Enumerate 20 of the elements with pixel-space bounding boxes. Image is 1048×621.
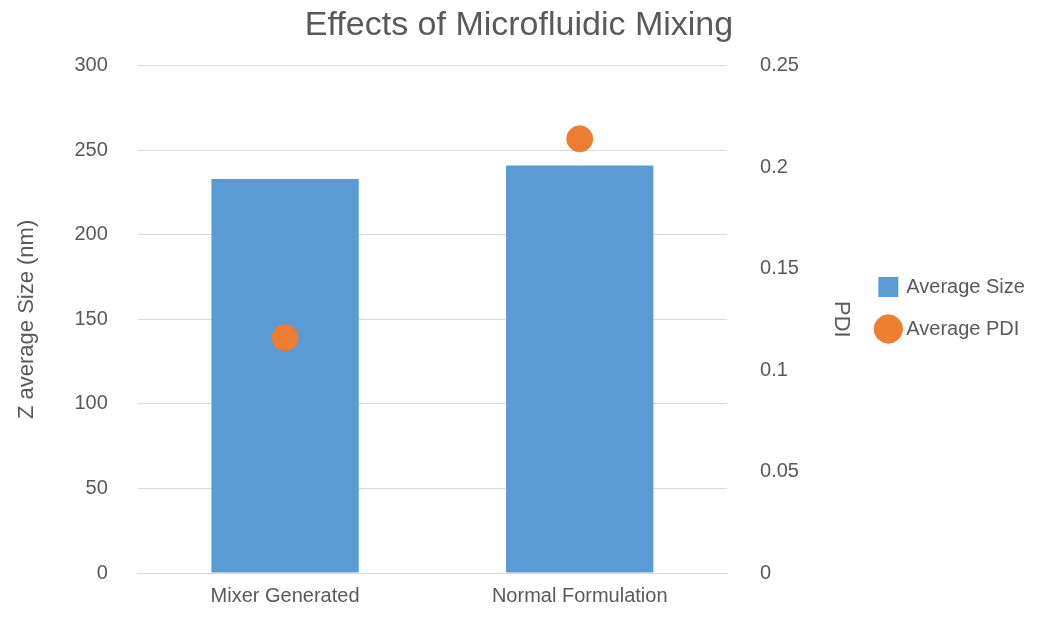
y2-tick-label: 0.2 <box>760 154 788 177</box>
y2-tick-label: 0.1 <box>760 357 788 380</box>
legend-label: Average Size <box>906 274 1025 297</box>
x-tick-label: Normal Formulation <box>491 583 668 606</box>
legend-label: Average PDI <box>906 316 1020 339</box>
y2-tick-label: 0.15 <box>760 256 799 279</box>
y2-tick-label: 0.05 <box>760 459 799 482</box>
x-tick-label: Mixer Generated <box>210 583 360 606</box>
y-tick-label: 50 <box>85 475 108 498</box>
y-tick-label: 250 <box>74 137 108 160</box>
y-axis-title: Z average Size (nm) <box>13 219 39 420</box>
y-tick-label: 200 <box>74 222 108 245</box>
y2-tick-label: 0 <box>760 560 772 583</box>
chart-title: Effects of Microfluidic Mixing <box>304 3 734 42</box>
y2-tick-label: 0.25 <box>760 53 799 76</box>
y2-axis-title: PDI <box>830 301 856 338</box>
y-tick-label: 150 <box>74 306 108 329</box>
y-tick-label: 300 <box>74 53 108 76</box>
y-tick-label: 0 <box>96 560 108 583</box>
y-tick-label: 100 <box>74 391 108 414</box>
